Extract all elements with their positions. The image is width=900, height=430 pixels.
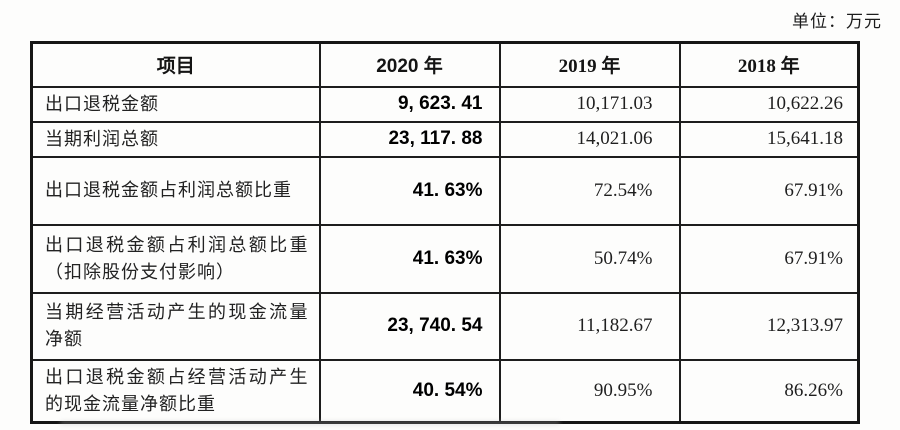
col-header-2019: 2019 年: [498, 41, 681, 88]
value-2018: 67.91%: [678, 223, 860, 294]
table-row: 当期经营活动产生的现金流量净额 23, 740. 54 11,182.67 12…: [30, 291, 860, 361]
col-header-2020: 2020 年: [318, 41, 501, 88]
value-2020: 23, 117. 88: [318, 120, 501, 158]
scan-artifact: [60, 421, 560, 425]
value-2018: 12,313.97: [678, 291, 860, 361]
value-2019: 50.74%: [498, 223, 681, 294]
value-2019: 10,171.03: [498, 85, 681, 123]
value-2020: 9, 623. 41: [318, 85, 501, 123]
col-header-2018: 2018 年: [678, 41, 860, 88]
row-label: 当期利润总额: [30, 120, 321, 158]
unit-label: 单位：万元: [792, 12, 882, 31]
value-2019: 11,182.67: [498, 291, 681, 361]
value-2018: 67.91%: [678, 155, 860, 226]
value-2019: 14,021.06: [498, 120, 681, 158]
row-label: 出口退税金额占经营活动产生的现金流量净额比重: [30, 358, 321, 423]
col-header-item: 项目: [30, 41, 321, 88]
table-row: 当期利润总额 23, 117. 88 14,021.06 15,641.18: [30, 120, 860, 158]
value-2018: 10,622.26: [678, 85, 860, 123]
table-row: 出口退税金额占利润总额比重（扣除股份支付影响） 41. 63% 50.74% 6…: [30, 223, 860, 294]
row-label: 当期经营活动产生的现金流量净额: [30, 291, 321, 361]
value-2020: 41. 63%: [318, 155, 501, 226]
row-label: 出口退税金额占利润总额比重: [30, 155, 321, 226]
table-row: 出口退税金额 9, 623. 41 10,171.03 10,622.26: [30, 85, 860, 123]
value-2018: 15,641.18: [678, 120, 860, 158]
table-header-row: 项目 2020 年 2019 年 2018 年: [30, 41, 860, 88]
value-2020: 41. 63%: [318, 223, 501, 294]
value-2020: 40. 54%: [318, 358, 501, 423]
value-2020: 23, 740. 54: [318, 291, 501, 361]
row-label: 出口退税金额占利润总额比重（扣除股份支付影响）: [30, 223, 321, 294]
table-row: 出口退税金额占利润总额比重 41. 63% 72.54% 67.91%: [30, 155, 860, 226]
table-row: 出口退税金额占经营活动产生的现金流量净额比重 40. 54% 90.95% 86…: [30, 358, 860, 423]
financial-table: 项目 2020 年 2019 年 2018 年 出口退税金额 9, 623. 4…: [30, 41, 860, 424]
value-2019: 72.54%: [498, 155, 681, 226]
row-label: 出口退税金额: [30, 85, 321, 123]
value-2018: 86.26%: [678, 358, 860, 423]
value-2019: 90.95%: [498, 358, 681, 423]
